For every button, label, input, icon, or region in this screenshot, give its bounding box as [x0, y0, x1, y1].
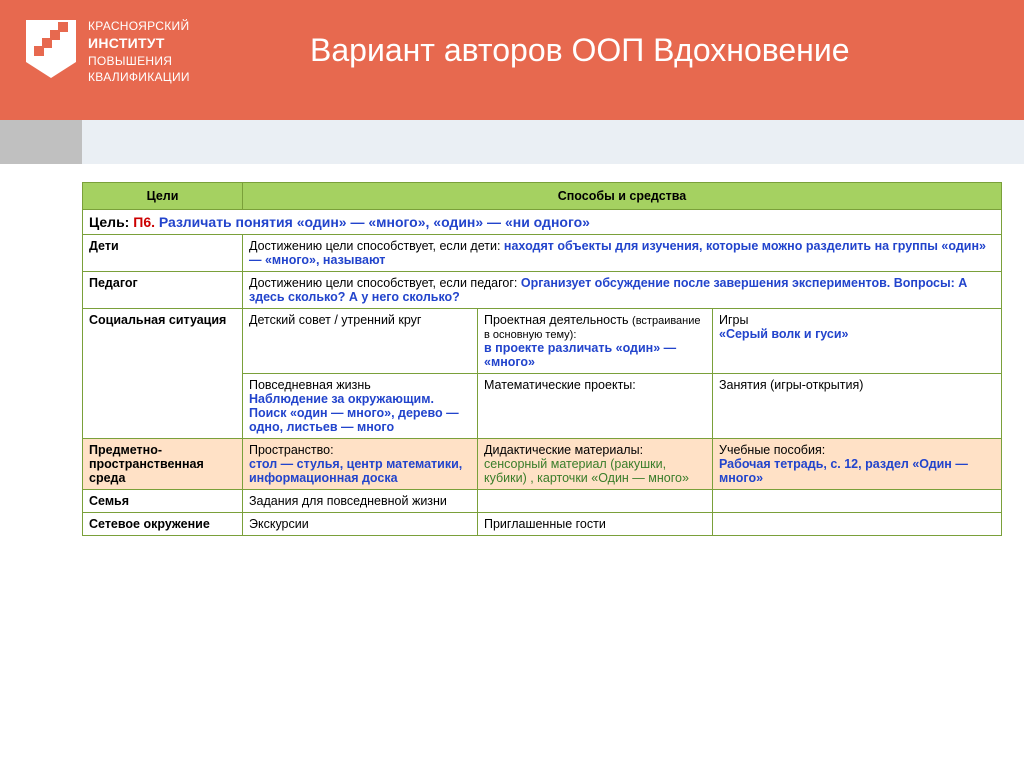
content: Цели Способы и средства Цель: П6. Различ… [0, 164, 1024, 536]
row-family: Семья Задания для повседневной жизни [83, 490, 1002, 513]
teacher-pre: Достижению цели способствует, если педаг… [249, 276, 521, 290]
logo-line2: ИНСТИТУТ [88, 34, 190, 53]
social-r2c1-c: Поиск «один — много», дерево — одно, лис… [249, 406, 459, 434]
family-c1: Задания для повседневной жизни [243, 490, 478, 513]
header-goals: Цели [83, 183, 243, 210]
family-c3 [713, 490, 1002, 513]
env-c2-a: Дидактические материалы: [484, 443, 643, 457]
social-r1c3: Игры «Серый волк и гуси» [713, 309, 1002, 374]
goal-label: Цель: [89, 214, 129, 230]
label-social: Социальная ситуация [83, 309, 243, 439]
social-r1c2: Проектная деятельность (встраивание в ос… [478, 309, 713, 374]
row-teacher: Педагог Достижению цели способствует, ес… [83, 272, 1002, 309]
band [0, 120, 1024, 164]
header-means: Способы и средства [243, 183, 1002, 210]
network-c3 [713, 513, 1002, 536]
env-c1: Пространство: стол — стулья, центр матем… [243, 439, 478, 490]
social-r2c1-b: Наблюдение за окружающим. [249, 392, 434, 406]
label-children: Дети [83, 235, 243, 272]
row-children: Дети Достижению цели способствует, если … [83, 235, 1002, 272]
label-family: Семья [83, 490, 243, 513]
logo-area: КРАСНОЯРСКИЙ ИНСТИТУТ ПОВЫШЕНИЯ КВАЛИФИК… [0, 0, 270, 85]
header: КРАСНОЯРСКИЙ ИНСТИТУТ ПОВЫШЕНИЯ КВАЛИФИК… [0, 0, 1024, 120]
logo-line4: КВАЛИФИКАЦИИ [88, 69, 190, 85]
social-r1c2-a: Проектная деятельность [484, 313, 632, 327]
social-r1c1: Детский совет / утренний круг [243, 309, 478, 374]
env-c1-a: Пространство: [249, 443, 334, 457]
env-c1-b: стол — стулья, центр математики, информа… [249, 457, 462, 485]
title-area: Вариант авторов ООП Вдохновение [270, 0, 1024, 70]
env-c3: Учебные пособия: Рабочая тетрадь, с. 12,… [713, 439, 1002, 490]
logo-line1: КРАСНОЯРСКИЙ [88, 18, 190, 34]
row-env: Предметно-пространственная среда Простра… [83, 439, 1002, 490]
goals-table: Цели Способы и средства Цель: П6. Различ… [82, 182, 1002, 536]
label-env: Предметно-пространственная среда [83, 439, 243, 490]
env-c3-a: Учебные пособия: [719, 443, 825, 457]
label-network: Сетевое окружение [83, 513, 243, 536]
row-network: Сетевое окружение Экскурсии Приглашенные… [83, 513, 1002, 536]
social-r2c3: Занятия (игры-открытия) [713, 374, 1002, 439]
social-r1c2-c: в проекте различать «один» — «много» [484, 341, 676, 369]
children-text: Достижению цели способствует, если дети:… [243, 235, 1002, 272]
page-title: Вариант авторов ООП Вдохновение [310, 30, 1024, 70]
env-c2: Дидактические материалы: сенсорный матер… [478, 439, 713, 490]
goal-code: П6. [133, 214, 155, 230]
social-r1c3-a: Игры [719, 313, 748, 327]
env-c3-b: Рабочая тетрадь, с. 12, раздел «Один — м… [719, 457, 968, 485]
social-r2c2: Математические проекты: [478, 374, 713, 439]
logo-text: КРАСНОЯРСКИЙ ИНСТИТУТ ПОВЫШЕНИЯ КВАЛИФИК… [88, 18, 190, 85]
teacher-text: Достижению цели способствует, если педаг… [243, 272, 1002, 309]
band-gray [0, 120, 82, 164]
family-c2 [478, 490, 713, 513]
social-r1c3-b: «Серый волк и гуси» [719, 327, 849, 341]
social-r2c1-a: Повседневная жизнь [249, 378, 371, 392]
goal-cell: Цель: П6. Различать понятия «один» — «мн… [83, 210, 1002, 235]
children-pre: Достижению цели способствует, если дети: [249, 239, 504, 253]
row-social-1: Социальная ситуация Детский совет / утре… [83, 309, 1002, 374]
institute-logo-icon [24, 18, 78, 80]
network-c1: Экскурсии [243, 513, 478, 536]
logo-line3: ПОВЫШЕНИЯ [88, 53, 190, 69]
goal-text: Различать понятия «один» — «много», «оди… [159, 214, 590, 230]
label-teacher: Педагог [83, 272, 243, 309]
goal-row: Цель: П6. Различать понятия «один» — «мн… [83, 210, 1002, 235]
social-r2c1: Повседневная жизнь Наблюдение за окружаю… [243, 374, 478, 439]
network-c2: Приглашенные гости [478, 513, 713, 536]
band-light [82, 120, 1024, 164]
env-c2-b: сенсорный материал (ракушки, кубики) , к… [484, 457, 689, 485]
table-header-row: Цели Способы и средства [83, 183, 1002, 210]
